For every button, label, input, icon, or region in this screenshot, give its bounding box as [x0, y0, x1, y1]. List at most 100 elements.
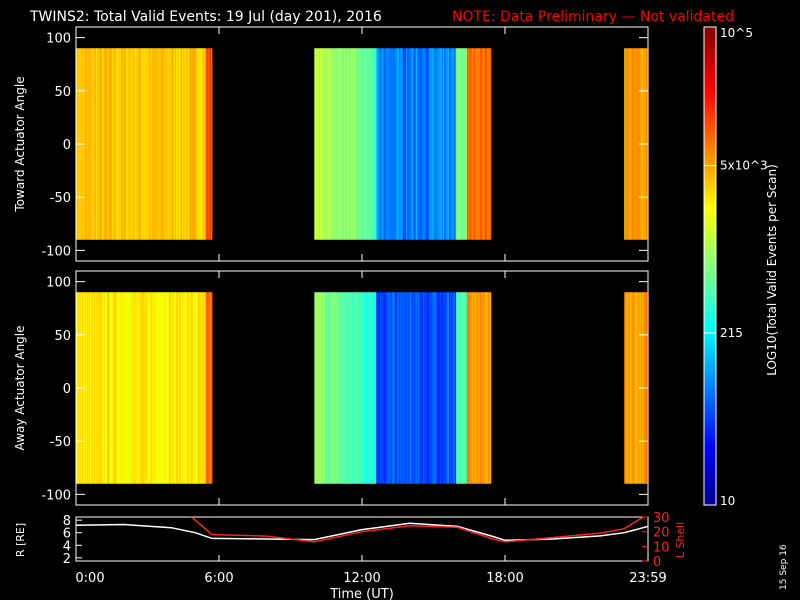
heatmap-cell: [171, 292, 174, 484]
heatmap-cell: [395, 48, 398, 240]
heatmap-cell: [148, 292, 151, 484]
heatmap-cell: [166, 292, 169, 484]
heatmap-cell: [487, 292, 489, 484]
heatmap-cell: [456, 48, 458, 240]
heatmap-cell: [164, 48, 166, 240]
heatmap-cell: [90, 48, 93, 240]
heatmap-cell: [151, 48, 153, 240]
heatmap-cell: [105, 292, 108, 484]
data-segment: [314, 292, 492, 484]
heatmap-cell: [157, 48, 159, 240]
heatmap-cell: [147, 292, 150, 484]
heatmap-cell: [420, 292, 423, 484]
heatmap-cell: [362, 292, 364, 484]
y-tick-label: 50: [54, 85, 71, 100]
heatmap-cell: [484, 292, 487, 484]
y-tick-label: -50: [50, 191, 71, 206]
heatmap-cell: [468, 292, 470, 484]
heatmap-cell: [155, 292, 158, 484]
heatmap-cell: [335, 48, 338, 240]
heatmap-cell: [323, 48, 326, 240]
heatmap-cell: [346, 292, 349, 484]
heatmap-cell: [196, 48, 199, 240]
heatmap-cell: [474, 48, 476, 240]
heatmap-cell: [322, 48, 325, 240]
heatmap-cell: [388, 48, 391, 240]
heatmap-cell: [421, 48, 424, 240]
y-tick-label: -50: [50, 435, 71, 450]
heatmap-cell: [398, 292, 401, 484]
heatmap-cell: [441, 292, 444, 484]
heatmap-cell: [379, 48, 382, 240]
heatmap-cell: [360, 292, 363, 484]
heatmap-cell: [363, 292, 365, 484]
heatmap-cell: [385, 48, 388, 240]
heatmap-cell: [316, 292, 319, 484]
heatmap-cell: [383, 292, 386, 484]
heatmap-cell: [321, 292, 324, 484]
heatmap-cell: [471, 48, 474, 240]
heatmap-cell: [170, 48, 172, 240]
heatmap-cell: [351, 292, 354, 484]
heatmap-cell: [448, 292, 451, 484]
heatmap-cell: [387, 292, 389, 484]
heatmap-cell: [197, 48, 200, 240]
heatmap-cell: [404, 292, 407, 484]
heatmap-cell: [389, 48, 392, 240]
heatmap-cell: [336, 48, 339, 240]
heatmap-cell: [106, 48, 109, 240]
heatmap-cell: [365, 292, 368, 484]
heatmap-cell: [89, 48, 91, 240]
heatmap-cell: [463, 292, 466, 484]
heatmap-cell: [101, 48, 103, 240]
heatmap-cell: [625, 292, 628, 484]
heatmap-cell: [193, 48, 196, 240]
heatmap-cell: [178, 48, 181, 240]
heatmap-cell: [352, 292, 355, 484]
heatmap-cell: [102, 48, 105, 240]
heatmap-cell: [377, 292, 380, 484]
heatmap-cell: [481, 48, 483, 240]
heatmap-cell: [120, 48, 122, 240]
heatmap-cell: [427, 292, 430, 484]
heatmap-cell: [103, 292, 106, 484]
heatmap-cell: [130, 48, 133, 240]
heatmap-cell: [128, 48, 131, 240]
heatmap-cell: [466, 48, 469, 240]
heatmap-cell: [460, 48, 463, 240]
heatmap-cell: [185, 292, 188, 484]
heatmap-cell: [409, 292, 412, 484]
heatmap-cell: [193, 292, 196, 484]
heatmap-cell: [189, 292, 191, 484]
heatmap-cell: [321, 48, 324, 240]
heatmap-cell: [630, 48, 632, 240]
heatmap-cell: [465, 292, 468, 484]
heatmap-cell: [392, 48, 395, 240]
heatmap-cell: [469, 48, 472, 240]
heatmap-cell: [188, 48, 190, 240]
heatmap-cell: [338, 48, 340, 240]
heatmap-cell: [86, 292, 89, 484]
colorbar-tick-label: 10^5: [720, 26, 753, 40]
heatmap-cell: [180, 48, 183, 240]
heatmap-cell: [106, 292, 109, 484]
heatmap-cell: [438, 48, 441, 240]
heatmap-cell: [384, 48, 387, 240]
heatmap-cell: [195, 292, 197, 484]
heatmap-cell: [104, 48, 107, 240]
heatmap-cell: [161, 292, 164, 484]
heatmap-cell: [416, 48, 419, 240]
heatmap-cell: [419, 48, 421, 240]
heatmap-cell: [459, 292, 462, 484]
heatmap-cell: [110, 48, 113, 240]
heatmap-cell: [180, 292, 183, 484]
heatmap-cell: [428, 292, 431, 484]
y-tick-label: -100: [41, 488, 71, 503]
heatmap-cell: [112, 292, 115, 484]
heatmap-cell: [384, 292, 387, 484]
heatmap-cell: [91, 48, 94, 240]
heatmap-cell: [476, 292, 479, 484]
y-axis-label: R [RE]: [14, 523, 27, 557]
heatmap-cell: [443, 292, 445, 484]
heatmap-cell: [423, 292, 426, 484]
